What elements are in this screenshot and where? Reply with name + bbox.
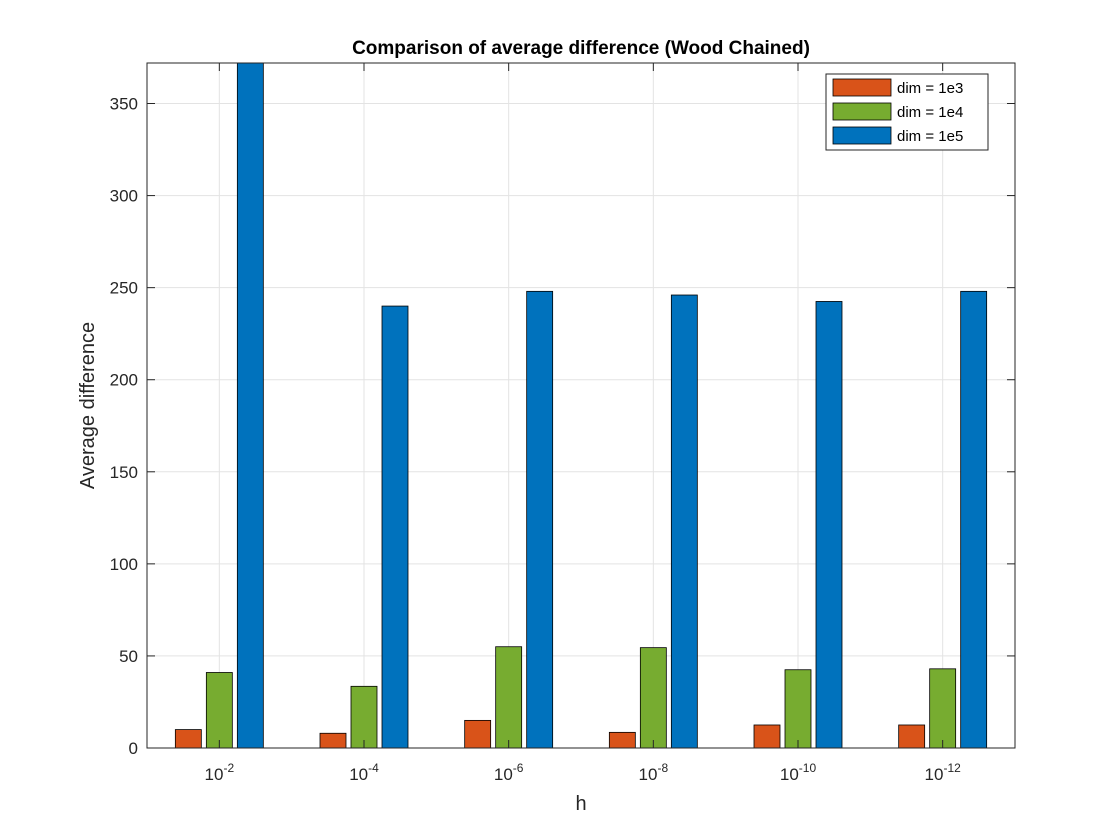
y-tick-label: 300 [110,187,138,206]
bar-dim-1e4-1 [350,685,378,749]
bars [174,62,988,749]
bar-dim-1e5-2 [526,290,554,749]
bar-dim-1e3-5 [898,724,926,749]
legend-swatch [832,126,892,145]
x-axis-ticks: 10-2 10-4 10-6 10-8 10-10 10-12 [205,63,962,784]
legend-swatch [832,78,892,97]
bar-dim-1e5-5 [960,290,988,749]
chart-title: Comparison of average difference (Wood C… [352,38,810,59]
bar-dim-1e5-1 [381,305,409,749]
y-axis-ticks: 0 50 100 150 200 250 300 350 [110,95,1015,758]
bar-dim-1e3-3 [608,731,636,749]
y-axis-label: Average difference [77,322,99,489]
bar-dim-1e3-1 [319,732,347,749]
legend-entry-label: dim = 1e5 [897,128,963,145]
bar-dim-1e3-2 [464,719,492,749]
legend: dim = 1e3 dim = 1e4 dim = 1e5 [825,73,989,151]
bar-dim-1e3-0 [174,729,202,749]
x-axis-label: h [575,793,586,815]
x-tick-label: 10-2 [205,761,235,784]
legend-entry-label: dim = 1e3 [897,80,963,97]
bar-dim-1e4-3 [639,647,667,749]
bar-dim-1e4-2 [495,646,523,749]
y-tick-label: 250 [110,279,138,298]
y-tick-label: 350 [110,95,138,114]
y-tick-label: 0 [129,739,138,758]
x-tick-label: 10-4 [349,761,379,784]
bar-dim-1e3-4 [753,724,781,749]
x-tick-label: 10-8 [639,761,669,784]
x-tick-label: 10-10 [780,761,817,784]
bar-dim-1e4-4 [784,669,812,749]
y-tick-label: 150 [110,463,138,482]
bar-dim-1e4-5 [929,668,957,749]
y-tick-label: 50 [119,647,138,666]
bar-dim-1e5-0 [236,62,264,749]
legend-entry-label: dim = 1e4 [897,104,963,121]
plot-area-frame [146,62,1016,749]
legend-swatch [832,102,892,121]
y-tick-label: 100 [110,555,138,574]
x-tick-label: 10-6 [494,761,524,784]
x-tick-label: 10-12 [925,761,962,784]
grid-lines [147,63,1015,748]
bar-dim-1e4-0 [205,672,233,749]
bar-dim-1e5-4 [815,301,843,749]
bar-dim-1e5-3 [670,294,698,749]
y-tick-label: 200 [110,371,138,390]
